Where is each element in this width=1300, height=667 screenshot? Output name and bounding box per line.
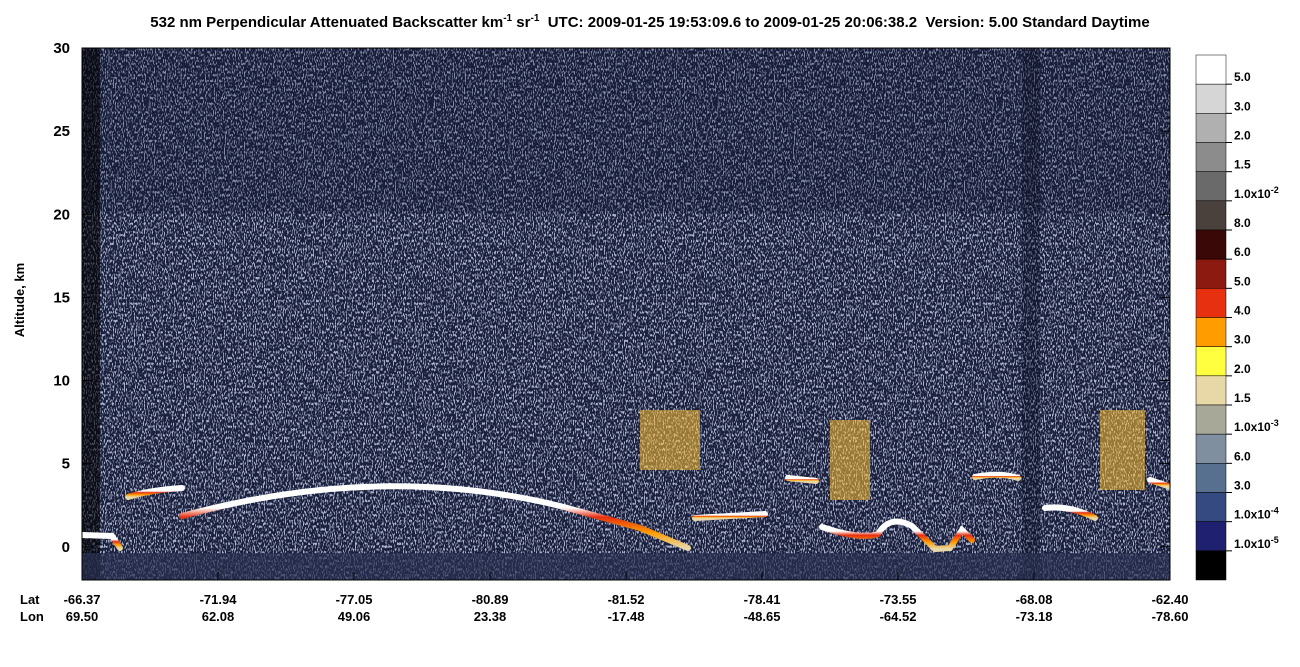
colorbar-label: 1.5 xyxy=(1234,158,1251,172)
colorbar-swatch xyxy=(1195,288,1227,318)
colorbar-swatch xyxy=(1195,142,1227,172)
lon-label: -78.60 xyxy=(1152,609,1189,624)
title-sup: -1 xyxy=(503,13,512,24)
y-tick-label: 15 xyxy=(53,289,70,306)
colorbar-label: 1.0x10-5 xyxy=(1234,535,1279,551)
colorbar-label: 1.5 xyxy=(1234,391,1251,405)
colorbar-label-text: 1.0x10 xyxy=(1234,187,1271,201)
lat-label: -73.55 xyxy=(880,592,917,607)
cloud-patch xyxy=(640,410,700,470)
lon-label: -48.65 xyxy=(744,609,781,624)
colorbar-swatch xyxy=(1195,346,1227,377)
lon-label: 69.50 xyxy=(66,609,99,624)
lon-label: 62.08 xyxy=(202,609,235,624)
title-part: 532 nm Perpendicular Attenuated Backscat… xyxy=(150,14,503,31)
y-tick-label: 0 xyxy=(62,539,70,556)
lon-label: -64.52 xyxy=(880,609,917,624)
colorbar-swatch xyxy=(1195,404,1227,435)
image-edge xyxy=(82,48,100,580)
chart-title: 532 nm Perpendicular Attenuated Backscat… xyxy=(150,13,1149,31)
colorbar-label-text: 1.0x10 xyxy=(1234,508,1271,522)
surface-segment xyxy=(79,532,123,551)
colorbar-label: 6.0 xyxy=(1234,449,1251,463)
colorbar-swatch xyxy=(1195,463,1227,493)
lon-label: 23.38 xyxy=(474,609,507,624)
title-part: sr xyxy=(512,14,531,31)
surface-segment xyxy=(1042,504,1098,521)
surface-segment xyxy=(785,475,819,484)
colorbar-label: 1.0x10-4 xyxy=(1234,506,1279,522)
colorbar-swatch xyxy=(1195,171,1227,202)
surface-layer xyxy=(79,471,1171,553)
cloud-speckle xyxy=(640,410,1145,500)
image-upper-layer xyxy=(82,48,1170,213)
colorbar-label: 2.0 xyxy=(1234,129,1251,143)
image-noise xyxy=(82,48,1170,580)
y-tick-label: 20 xyxy=(53,206,70,223)
colorbar-swatch xyxy=(1195,492,1227,522)
colorbar-label: 2.0 xyxy=(1234,362,1251,376)
lat-label: -66.37 xyxy=(64,592,101,607)
colorbar-swatch xyxy=(1195,258,1227,289)
y-tick-label: 5 xyxy=(62,456,70,473)
colorbar-swatch xyxy=(1195,521,1227,552)
colorbar-label: 3.0 xyxy=(1234,333,1251,347)
colorbar-label: 1.0x10-2 xyxy=(1234,185,1279,201)
colorbar-label: 3.0 xyxy=(1234,99,1251,113)
lat-label: -81.52 xyxy=(608,592,645,607)
lon-label: -17.48 xyxy=(608,609,645,624)
colorbar-label: 6.0 xyxy=(1234,245,1251,259)
image-stripe xyxy=(1022,48,1040,580)
title-part: UTC: 2009-01-25 19:53:09.6 to 2009-01-25… xyxy=(539,14,1149,31)
colorbar-swatch xyxy=(1195,200,1227,231)
title-sup: -1 xyxy=(530,13,539,24)
colorbar-label: 5.0 xyxy=(1234,274,1251,288)
surface-segment xyxy=(1147,477,1171,489)
curtain-image xyxy=(79,48,1171,580)
colorbar-label-text: 1.0x10 xyxy=(1234,420,1271,434)
lat-label: -80.89 xyxy=(472,592,509,607)
colorbar-swatch xyxy=(1195,229,1227,260)
colorbar-swatch xyxy=(1195,113,1227,143)
colorbar-swatch xyxy=(1195,550,1227,581)
surface-segment xyxy=(125,485,185,500)
colorbar-label: 3.0 xyxy=(1234,479,1251,493)
lon-label: 49.06 xyxy=(338,609,371,624)
y-tick-label: 30 xyxy=(53,40,70,57)
y-tick-label: 25 xyxy=(53,123,70,140)
colorbar-label: 4.0 xyxy=(1234,304,1251,318)
colorbar-label: 5.0 xyxy=(1234,70,1251,84)
colorbar-label-text: 1.0x10 xyxy=(1234,537,1271,551)
colorbar-swatch xyxy=(1195,433,1227,464)
lat-label: -71.94 xyxy=(200,592,238,607)
surface-segment xyxy=(179,483,691,551)
cloud-patch xyxy=(830,420,870,500)
y-axis-label: Altitude, km xyxy=(12,263,27,337)
colorbar-swatch xyxy=(1195,375,1227,406)
lat-label: -62.40 xyxy=(1152,592,1189,607)
lat-label: -77.05 xyxy=(336,592,373,607)
lat-label: -68.08 xyxy=(1016,592,1053,607)
y-tick-label: 10 xyxy=(53,373,70,390)
colorbar-swatch xyxy=(1195,83,1227,114)
lat-label: -78.41 xyxy=(744,592,781,607)
colorbar-label-sup: -4 xyxy=(1271,506,1279,516)
x-row-label: Lat xyxy=(20,592,40,607)
colorbar-label-sup: -2 xyxy=(1271,185,1279,195)
cloud-patch xyxy=(1100,410,1145,490)
colorbar-swatch xyxy=(1195,54,1227,85)
colorbar: 5.03.02.01.51.0x10-28.06.05.04.03.02.01.… xyxy=(1195,54,1279,581)
surface-segment xyxy=(972,471,1021,481)
lon-label: -73.18 xyxy=(1016,609,1053,624)
colorbar-swatch xyxy=(1195,317,1227,347)
colorbar-label: 1.0x10-3 xyxy=(1234,418,1279,434)
surface-segment xyxy=(692,511,768,521)
colorbar-label: 8.0 xyxy=(1234,216,1251,230)
colorbar-label-sup: -5 xyxy=(1271,535,1279,545)
surface-segment xyxy=(819,518,975,553)
x-row-label: Lon xyxy=(20,609,44,624)
colorbar-label-sup: -3 xyxy=(1271,418,1279,428)
